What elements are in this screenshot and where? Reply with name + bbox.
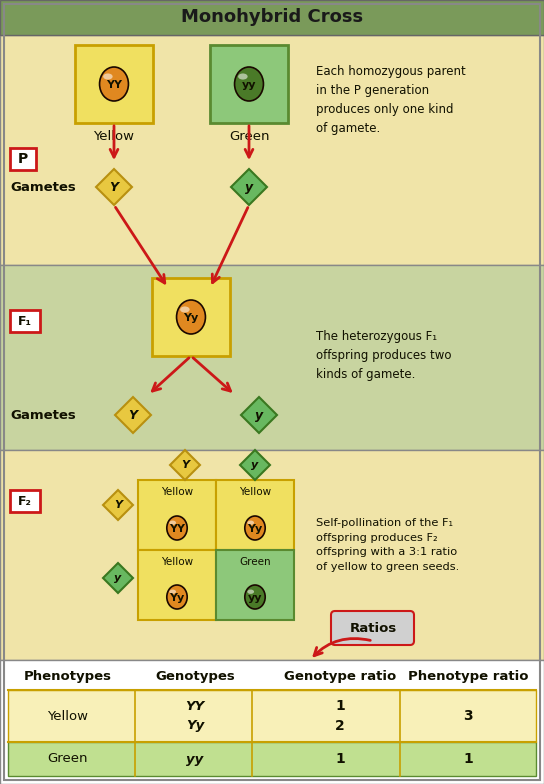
Text: Y: Y — [114, 500, 122, 510]
Ellipse shape — [180, 307, 190, 313]
Text: Green: Green — [239, 557, 271, 567]
Ellipse shape — [103, 74, 113, 80]
Text: Self-pollination of the F₁
offspring produces F₂
offspring with a 3:1 ratio
of y: Self-pollination of the F₁ offspring pro… — [316, 517, 459, 572]
Ellipse shape — [177, 300, 206, 334]
Ellipse shape — [167, 585, 187, 609]
Bar — [138, 550, 216, 620]
Ellipse shape — [248, 590, 254, 594]
Text: Yy: Yy — [183, 313, 199, 323]
Polygon shape — [103, 490, 133, 520]
Text: Monohybrid Cross: Monohybrid Cross — [181, 8, 363, 26]
Text: Y: Y — [128, 408, 138, 422]
Text: Yellow: Yellow — [47, 710, 89, 723]
Text: Ratios: Ratios — [349, 622, 397, 634]
Bar — [0, 660, 544, 784]
Polygon shape — [170, 450, 200, 480]
Text: y: y — [255, 408, 263, 422]
Text: Yellow: Yellow — [161, 487, 193, 497]
Text: 1: 1 — [463, 752, 473, 766]
Text: Y: Y — [181, 460, 189, 470]
Text: Y: Y — [109, 180, 119, 194]
Text: Each homozygous parent
in the P generation
produces only one kind
of gamete.: Each homozygous parent in the P generati… — [316, 65, 466, 135]
Text: Yellow: Yellow — [239, 487, 271, 497]
Bar — [10, 148, 36, 170]
Polygon shape — [240, 450, 270, 480]
Bar — [138, 480, 216, 550]
Bar — [8, 690, 536, 742]
Text: Yy: Yy — [186, 720, 204, 732]
Text: P: P — [18, 152, 28, 166]
Ellipse shape — [245, 516, 265, 540]
Bar — [10, 490, 40, 512]
Text: Genotypes: Genotypes — [155, 670, 235, 683]
Polygon shape — [241, 397, 277, 433]
Bar — [8, 742, 536, 776]
Ellipse shape — [169, 521, 176, 524]
Text: Genotype ratio: Genotype ratio — [284, 670, 396, 683]
Ellipse shape — [234, 67, 263, 101]
Ellipse shape — [245, 585, 265, 609]
Text: Yy: Yy — [248, 524, 263, 534]
Bar — [216, 480, 294, 550]
Text: F₂: F₂ — [18, 495, 32, 507]
Text: yy: yy — [187, 753, 203, 765]
Text: yy: yy — [242, 80, 256, 90]
Polygon shape — [96, 169, 132, 205]
Text: Green: Green — [48, 753, 88, 765]
Text: YY: YY — [106, 80, 122, 90]
Bar — [0, 0, 544, 35]
Text: F₁: F₁ — [18, 314, 32, 328]
Bar — [75, 45, 153, 123]
Text: The heterozygous F₁
offspring produces two
kinds of gamete.: The heterozygous F₁ offspring produces t… — [316, 329, 452, 380]
Polygon shape — [115, 397, 151, 433]
Text: y: y — [114, 573, 122, 583]
Bar — [10, 310, 40, 332]
Ellipse shape — [167, 516, 187, 540]
Text: Phenotype ratio: Phenotype ratio — [408, 670, 528, 683]
Text: Yellow: Yellow — [161, 557, 193, 567]
FancyArrowPatch shape — [314, 638, 370, 655]
Ellipse shape — [100, 67, 128, 101]
Bar — [0, 450, 544, 660]
Text: 2: 2 — [335, 719, 345, 733]
Bar — [152, 278, 230, 356]
Text: YY: YY — [186, 699, 205, 713]
Bar — [0, 35, 544, 265]
Polygon shape — [103, 563, 133, 593]
Text: YY: YY — [169, 524, 185, 534]
Text: y: y — [245, 180, 253, 194]
Text: Green: Green — [228, 130, 269, 143]
Bar — [0, 265, 544, 450]
Text: Yellow: Yellow — [94, 130, 134, 143]
Polygon shape — [231, 169, 267, 205]
Text: Gametes: Gametes — [10, 180, 76, 194]
Text: Gametes: Gametes — [10, 408, 76, 422]
Bar — [210, 45, 288, 123]
Ellipse shape — [238, 74, 248, 80]
Text: 3: 3 — [463, 709, 473, 723]
Ellipse shape — [248, 521, 254, 524]
Text: 1: 1 — [335, 752, 345, 766]
Text: Yy: Yy — [169, 593, 184, 603]
Text: 1: 1 — [335, 699, 345, 713]
FancyBboxPatch shape — [331, 611, 414, 645]
Text: yy: yy — [248, 593, 262, 603]
Text: y: y — [251, 460, 258, 470]
Bar — [216, 550, 294, 620]
Text: Phenotypes: Phenotypes — [24, 670, 112, 683]
Ellipse shape — [169, 590, 176, 594]
